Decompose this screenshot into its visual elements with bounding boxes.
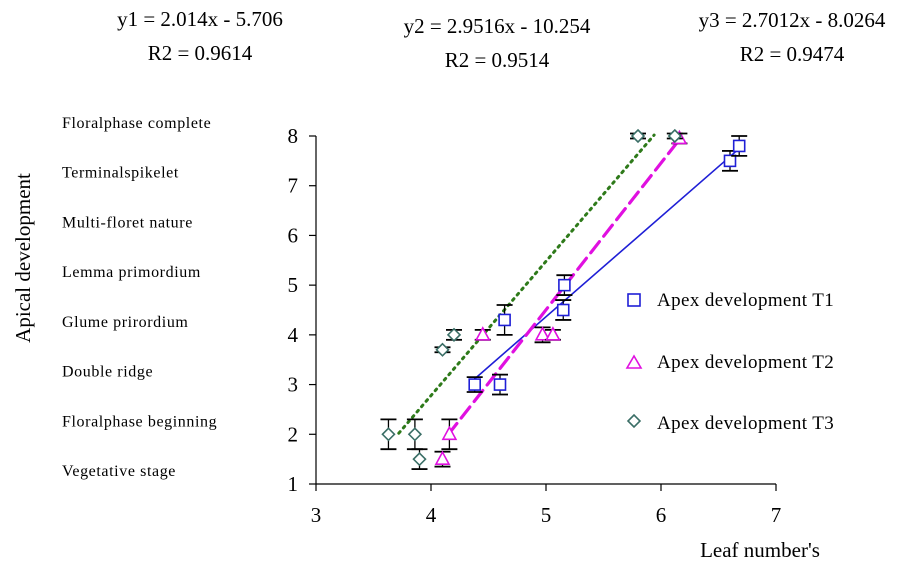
marker-diamond (435, 342, 450, 357)
data-point-t2 (544, 326, 561, 341)
data-point-t3 (434, 342, 451, 357)
trend-lines (397, 133, 741, 437)
y-tick-label: 1 (288, 472, 299, 496)
x-tick-label: 3 (311, 503, 322, 527)
equation-1-r2: R2 = 0.9614 (148, 41, 253, 65)
x-tick-label: 4 (426, 503, 437, 527)
stage-label: Lemma primordium (62, 264, 201, 281)
axis-ticks: 3 4 5 6 7 1 2 3 4 5 6 7 8 (288, 124, 782, 527)
stage-label: Vegetative stage (62, 463, 176, 480)
trend-line-t1 (473, 147, 741, 380)
y-tick-label: 4 (288, 323, 299, 347)
x-tick-label: 5 (541, 503, 552, 527)
data-point-t1 (731, 135, 748, 157)
marker-diamond (446, 327, 462, 342)
marker-square (558, 278, 571, 292)
marker-diamond (407, 427, 423, 442)
data-point-t1 (555, 299, 572, 321)
data-point-t3 (666, 128, 683, 144)
y-axis-label: Apical development (11, 173, 35, 343)
marker-diamond (381, 427, 396, 442)
data-point-t3 (411, 448, 428, 470)
y-tick-label: 8 (288, 124, 299, 148)
marker-square (498, 313, 511, 327)
y-tick-label: 6 (288, 223, 299, 247)
data-point-t1 (722, 150, 738, 172)
equation-3-line: y3 = 2.7012x - 8.0264 (699, 8, 886, 32)
legend-marker-t3 (626, 413, 642, 429)
data-point-t2 (441, 418, 458, 451)
stage-label: Multi-floret nature (62, 214, 193, 231)
y-tick-label: 5 (288, 273, 299, 297)
y-tick-label: 3 (288, 373, 299, 397)
equation-3-r2: R2 = 0.9474 (740, 42, 845, 66)
marker-square (723, 154, 737, 168)
data-point-t1 (496, 304, 513, 336)
stage-label: Floralphase beginning (62, 413, 217, 430)
data-point-t3 (380, 418, 397, 451)
marker-triangle (534, 326, 551, 341)
marker-triangle (474, 326, 491, 341)
marker-square (493, 378, 507, 391)
data-point-t3 (446, 327, 462, 342)
data-point-t1 (466, 376, 483, 393)
y-tick-label: 7 (288, 174, 299, 198)
stage-label: Glume prirordium (62, 314, 188, 331)
stage-label: Terminalspikelet (62, 165, 179, 182)
legend-marker-t2 (625, 354, 643, 369)
marker-diamond (667, 128, 682, 144)
data-marks (380, 128, 748, 470)
marker-square (556, 303, 570, 317)
marker-square (468, 378, 482, 391)
marker-triangle (441, 425, 458, 441)
trend-line-t2 (446, 137, 682, 437)
data-point-t1 (492, 373, 508, 396)
trend-line-t3 (397, 133, 656, 435)
legend-marker-t1 (627, 293, 641, 307)
equation-1-line: y1 = 2.014x - 5.706 (117, 7, 283, 31)
x-axis-label: Leaf number's (700, 538, 820, 562)
data-point-t2 (434, 450, 451, 468)
data-point-t2 (534, 326, 551, 344)
marker-square (732, 139, 746, 153)
legend-label-t1: Apex development T1 (657, 290, 834, 311)
legend-label-t2: Apex development T2 (657, 352, 834, 373)
data-point-t3 (406, 418, 423, 451)
y-tick-label: 2 (288, 422, 299, 446)
marker-triangle (434, 450, 451, 465)
legend-label-t3: Apex development T3 (657, 413, 834, 434)
legend: Apex development T1 Apex development T2 … (625, 290, 834, 434)
x-tick-label: 6 (656, 503, 667, 527)
stage-labels: Vegetative stage Floralphase beginning Dou… (62, 115, 217, 480)
data-point-t1 (556, 274, 573, 296)
marker-diamond (412, 452, 427, 467)
stage-label: Floralphase complete (62, 115, 211, 132)
equation-2-r2: R2 = 0.9514 (445, 48, 550, 72)
data-point-t3 (630, 128, 646, 144)
stage-label: Double ridge (62, 364, 153, 381)
marker-diamond (630, 128, 646, 144)
data-point-t2 (474, 326, 491, 341)
marker-triangle (545, 326, 561, 341)
x-tick-label: 7 (771, 503, 782, 527)
equation-2-line: y2 = 2.9516x - 10.254 (404, 14, 591, 38)
